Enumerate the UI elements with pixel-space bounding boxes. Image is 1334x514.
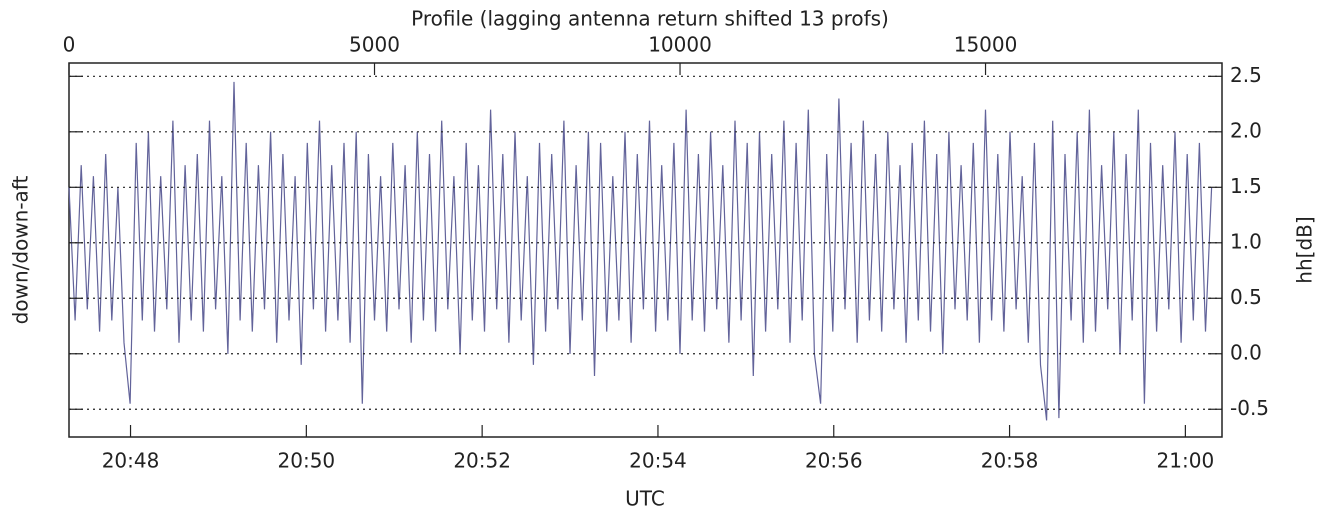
y-tick-label: 2.5 <box>1230 63 1262 87</box>
x-top-tick-label: 15000 <box>954 33 1018 57</box>
x-bottom-tick-label: 20:52 <box>453 449 511 473</box>
x-top-tick-label: 10000 <box>648 33 712 57</box>
x-bottom-tick-label: 20:54 <box>629 449 687 473</box>
x-bottom-tick-label: 20:58 <box>981 449 1039 473</box>
data-line <box>68 81 1213 421</box>
y-tick-label: 1.5 <box>1230 174 1262 198</box>
y-tick-label: -0.5 <box>1230 396 1269 420</box>
x-top-tick-label: 5000 <box>349 33 400 57</box>
y-axis-title: down/down-aft <box>9 176 33 325</box>
x-top-tick-label: 0 <box>63 33 76 57</box>
plot-frame <box>68 62 1223 438</box>
x-bottom-tick-label: 20:50 <box>278 449 336 473</box>
x-bottom-tick-label: 20:56 <box>805 449 863 473</box>
x-bottom-tick-label: 20:48 <box>102 449 160 473</box>
y2-axis-title: hh[dB] <box>1293 216 1317 283</box>
y-tick-label: 2.0 <box>1230 118 1262 142</box>
x-axis-title: UTC <box>625 487 665 511</box>
y-tick-label: 0.0 <box>1230 340 1262 364</box>
top-axis-title: Profile (lagging antenna return shifted … <box>411 7 889 31</box>
y-tick-label: 0.5 <box>1230 285 1262 309</box>
x-bottom-tick-label: 21:00 <box>1157 449 1215 473</box>
y-tick-label: 1.0 <box>1230 229 1262 253</box>
